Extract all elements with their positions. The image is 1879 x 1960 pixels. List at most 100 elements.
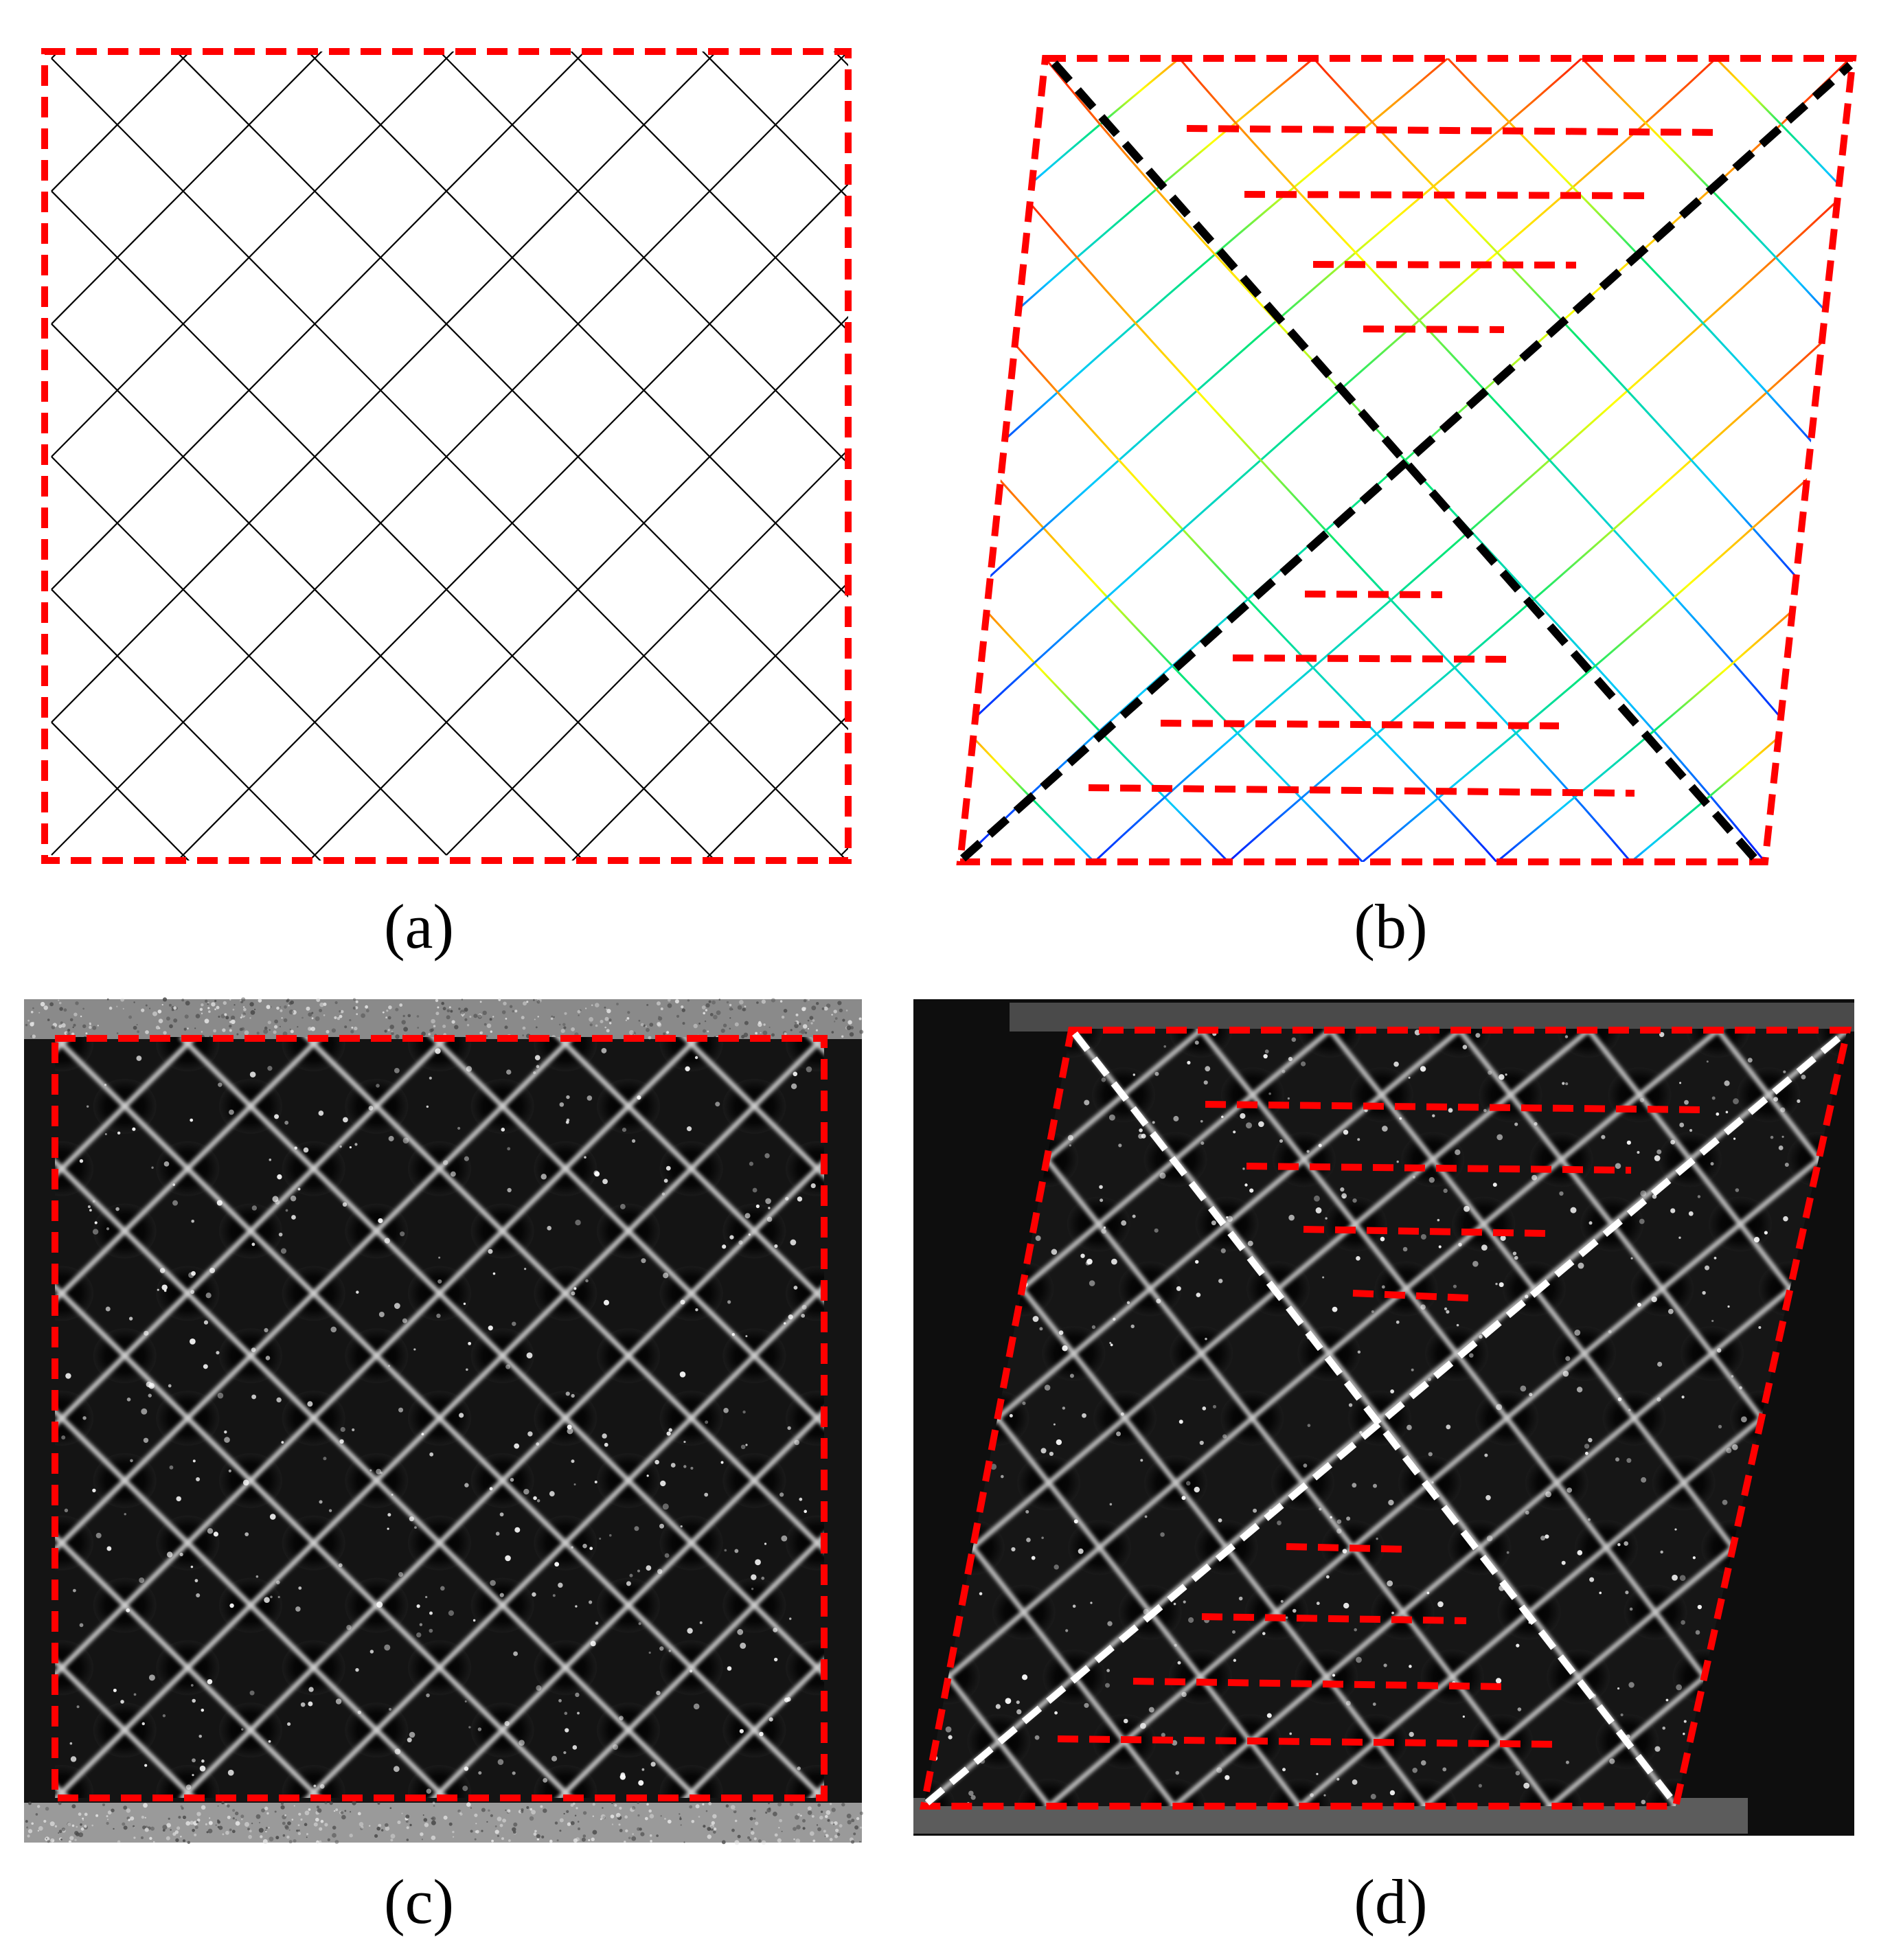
sparkle-dot xyxy=(429,1628,433,1633)
sparkle-dot xyxy=(797,1196,803,1202)
clamp-grain xyxy=(133,1825,135,1827)
sparkle-dot xyxy=(192,1698,196,1703)
lattice-strut xyxy=(1011,1276,1455,1806)
sparkle-dot xyxy=(1161,1733,1165,1737)
sparkle-dot xyxy=(1123,1718,1128,1724)
clamp-grain xyxy=(231,1019,236,1025)
sparkle-dot xyxy=(451,1171,456,1177)
lattice-strut xyxy=(51,589,321,861)
sparkle-dot xyxy=(1183,1600,1186,1604)
clamp-grain xyxy=(648,1809,652,1813)
sparkle-dot xyxy=(693,1703,700,1710)
lattice-strut xyxy=(682,1657,824,1798)
sparkle-dot xyxy=(457,1126,461,1130)
clamp-grain xyxy=(187,1841,190,1844)
clamp-grain xyxy=(113,1827,115,1830)
clamp-grain xyxy=(707,1827,711,1832)
clamp-grain xyxy=(284,1814,286,1816)
clamp-grain xyxy=(240,1000,243,1003)
sparkle-dot xyxy=(1144,1515,1148,1518)
sparkle-dot xyxy=(203,1320,209,1325)
panel-label-b: (b) xyxy=(1354,891,1427,961)
clamp-grain xyxy=(683,1841,685,1843)
clamp-grain xyxy=(433,1805,435,1807)
sparkle-dot xyxy=(1154,1071,1159,1076)
clamp-grain xyxy=(433,1025,436,1027)
sparkle-dot xyxy=(1370,1794,1376,1800)
sparkle-dot xyxy=(421,1433,424,1436)
clamp-grain xyxy=(751,1831,755,1835)
clamp-grain xyxy=(807,1019,810,1022)
clamp-grain xyxy=(789,1802,794,1806)
clamp-grain xyxy=(570,1821,575,1825)
sparkle-dot xyxy=(244,1532,249,1536)
clamp-grain xyxy=(830,1821,834,1825)
clamp-grain xyxy=(859,1811,863,1815)
clamp-grain xyxy=(437,1006,440,1009)
clamp-grain xyxy=(377,1802,380,1805)
sparkle-dot xyxy=(1438,1245,1442,1249)
sparkle-dot xyxy=(1364,1108,1368,1113)
lattice-strut xyxy=(960,58,1752,749)
clamp-grain xyxy=(734,1840,740,1845)
clamp-grain xyxy=(181,1807,184,1810)
clamp-grain xyxy=(85,1032,88,1035)
clamp-grain xyxy=(344,1025,348,1029)
clamp-grain xyxy=(716,1010,721,1015)
clamp-grain xyxy=(771,998,775,1003)
clamp-grain xyxy=(168,1003,172,1007)
sparkle-dot xyxy=(1318,1143,1322,1148)
clamp-grain xyxy=(851,1819,855,1823)
clamp-grain xyxy=(574,1814,577,1816)
clamp-grain xyxy=(181,999,185,1002)
clamp-grain xyxy=(274,1019,278,1024)
clamp-grain xyxy=(38,1826,43,1831)
sparkle-dot xyxy=(1662,1727,1666,1730)
clamp-grain xyxy=(615,1812,621,1818)
sparkle-dot xyxy=(298,1586,302,1590)
clamp-grain xyxy=(256,1032,260,1035)
sparkle-dot xyxy=(1702,1290,1706,1295)
sparkle-dot xyxy=(589,1547,593,1551)
clamp-grain xyxy=(817,1803,821,1807)
clamp-grain xyxy=(841,1803,845,1807)
clamp-grain xyxy=(240,999,242,1002)
clamp-grain xyxy=(395,1007,399,1012)
clamp-grain xyxy=(334,1001,338,1005)
clamp-grain xyxy=(291,1819,294,1821)
clamp-grain xyxy=(588,1839,591,1841)
clamp-grain xyxy=(689,1805,693,1809)
sparkle-dot xyxy=(1371,1310,1374,1313)
clamp-grain xyxy=(407,1014,411,1018)
clamp-grain xyxy=(170,1829,172,1831)
clamp-grain xyxy=(152,1841,155,1843)
clamp-grain xyxy=(817,1827,821,1832)
sparkle-dot xyxy=(1011,1547,1016,1552)
sparkle-dot xyxy=(1464,1205,1470,1212)
clamp-grain xyxy=(660,1007,663,1010)
clamp-grain xyxy=(423,1818,428,1822)
clamp-grain xyxy=(239,1027,243,1032)
sparkle-dot xyxy=(1101,1078,1106,1082)
clamp-grain xyxy=(201,1805,206,1810)
clamp-grain xyxy=(267,1021,271,1025)
clamp-grain xyxy=(69,1836,74,1841)
clamp-grain xyxy=(30,1022,34,1027)
sparkle-dot xyxy=(1336,1777,1340,1781)
clamp-grain xyxy=(106,1821,109,1825)
clamp-grain xyxy=(432,1817,434,1820)
sparkle-dot xyxy=(409,1731,415,1738)
sparkle-dot xyxy=(589,1600,593,1604)
sparkle-dot xyxy=(1515,1770,1521,1776)
clamp-grain xyxy=(595,1003,600,1007)
lattice-strut xyxy=(571,581,848,861)
sparkle-dot xyxy=(120,1700,124,1704)
clamp-grain xyxy=(60,1838,62,1841)
clamp-grain xyxy=(349,1018,352,1022)
clamp-grain xyxy=(831,1014,833,1016)
marker-b-6 xyxy=(1232,654,1508,663)
sparkle-dot xyxy=(1303,1463,1308,1468)
marker-b-7 xyxy=(1160,720,1560,729)
sparkle-dot xyxy=(1116,1431,1121,1437)
clamp-grain xyxy=(571,1027,575,1032)
